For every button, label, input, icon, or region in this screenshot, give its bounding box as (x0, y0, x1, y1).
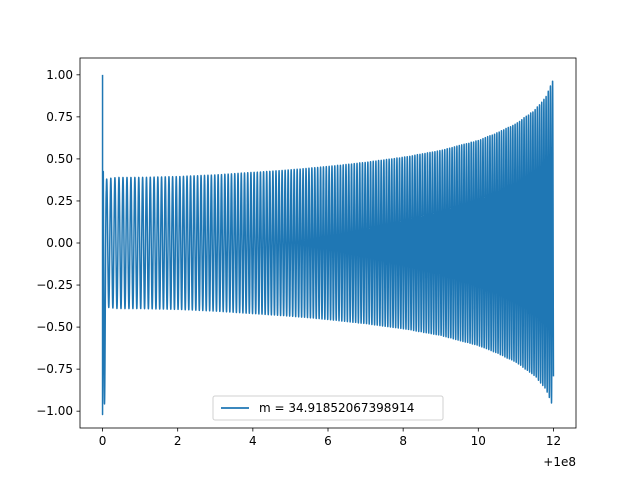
x-tick-label: 6 (324, 434, 332, 448)
x-axis-offset-label: +1e8 (543, 455, 576, 469)
y-tick-label: −0.25 (36, 278, 73, 292)
legend-entry-label: m = 34.91852067398914 (259, 401, 414, 415)
legend: m = 34.91852067398914 (212, 395, 444, 421)
y-axis: −1.00 −0.75 −0.50 −0.25 0.00 0.25 0.50 0.75 1.00 (36, 68, 80, 418)
x-tick-label: 12 (546, 434, 561, 448)
x-tick-label: 2 (174, 434, 182, 448)
y-tick-label: −1.00 (36, 404, 73, 418)
legend-box (212, 395, 444, 421)
y-tick-label: −0.50 (36, 320, 73, 334)
y-tick-label: 0.50 (46, 152, 73, 166)
y-tick-label: 1.00 (46, 68, 73, 82)
y-tick-label: 0.00 (46, 236, 73, 250)
x-tick-label: 10 (471, 434, 486, 448)
x-tick-label: 4 (249, 434, 257, 448)
series-line (101, 74, 555, 416)
y-tick-label: 0.75 (46, 110, 73, 124)
x-axis: 0 2 4 6 8 10 12 (99, 428, 561, 448)
y-tick-label: 0.25 (46, 194, 73, 208)
x-tick-label: 0 (99, 434, 107, 448)
y-tick-label: −0.75 (36, 362, 73, 376)
x-tick-label: 8 (399, 434, 407, 448)
